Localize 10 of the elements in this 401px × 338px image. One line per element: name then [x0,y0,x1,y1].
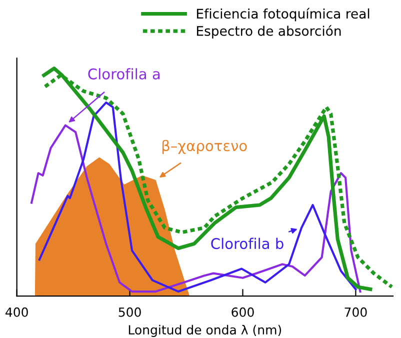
legend-label: Eficiencia fotoquímica real [196,8,370,22]
x-tick-label: 600 [232,307,254,317]
annotation: β–χαροτενο [162,140,247,154]
legend-label: Espectro de absorción [196,25,341,38]
annotation: Clorofila b [211,238,284,250]
x-axis-title: Longitud de onda λ (nm) [128,324,282,337]
x-tick-label: 700 [344,307,367,317]
x-tick-label: 400 [6,307,28,317]
x-tick-label: 500 [118,307,141,317]
annotation: Clorofila a [88,68,160,80]
